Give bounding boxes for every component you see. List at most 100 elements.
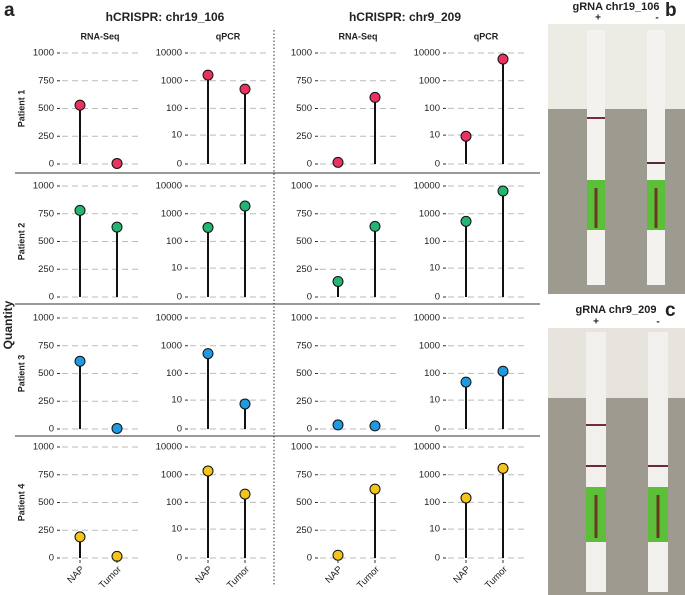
y-tick-label: 100 [424,236,440,247]
row-title: Patient 1 [16,90,26,128]
y-tick-label: 100 [166,236,182,247]
point [239,488,251,500]
y-tick-label: 1000 [419,208,440,219]
lane-label: + [595,13,601,24]
panel-label: c [665,300,676,321]
y-tick-label: 500 [38,368,54,379]
point [202,465,214,477]
y-tick-label: 100 [166,103,182,114]
x-tick-label: NAP [65,564,87,586]
y-axis-label: Quantity [1,300,15,349]
y-tick-label: 10000 [156,442,182,453]
y-tick-label: 0 [307,424,312,435]
point [369,483,381,495]
y-tick-label: 1000 [419,340,440,351]
point [497,53,509,65]
y-tick-label: 750 [38,340,54,351]
column-title: qPCR [474,31,499,41]
y-tick-label: 750 [296,340,312,351]
y-tick-label: 1000 [419,469,440,480]
photo: gRNA chr19_106 + - [548,1,685,294]
point [332,275,344,287]
y-tick-label: 1000 [161,340,182,351]
point [369,91,381,103]
y-tick-label: 10 [171,395,182,406]
point [332,549,344,561]
y-tick-label: 10 [429,524,440,535]
point [497,365,509,377]
y-tick-label: 1000 [291,442,312,453]
point [460,492,472,504]
point [74,99,86,111]
y-tick-label: 10000 [414,442,440,453]
y-tick-label: 500 [296,497,312,508]
point [74,204,86,216]
y-tick-label: 0 [177,424,182,435]
point [369,220,381,232]
x-tick-label: NAP [451,564,473,586]
y-tick-label: 0 [435,553,440,564]
y-tick-label: 100 [424,497,440,508]
y-tick-label: 250 [296,396,312,407]
y-tick-label: 500 [296,236,312,247]
y-tick-label: 10000 [156,48,182,59]
y-tick-label: 750 [38,208,54,219]
column-title: RNA-Seq [338,31,377,41]
group-title: hCRISPR: chr19_106 [106,10,225,24]
point [239,83,251,95]
y-tick-label: 100 [166,368,182,379]
point [239,398,251,410]
y-tick-label: 750 [296,75,312,86]
point [202,221,214,233]
point [460,376,472,388]
y-tick-label: 10 [171,524,182,535]
point [332,419,344,431]
y-tick-label: 1000 [291,313,312,324]
y-tick-label: 10 [429,130,440,141]
y-tick-label: 1000 [33,181,54,192]
photo-title: gRNA chr9_209 [576,304,657,316]
y-tick-label: 500 [38,103,54,114]
point [369,420,381,432]
point [497,462,509,474]
y-tick-label: 250 [296,264,312,275]
point [111,221,123,233]
x-tick-label: NAP [193,564,215,586]
point [460,215,472,227]
y-tick-label: 0 [307,553,312,564]
lane-label: + [593,317,599,328]
point [74,355,86,367]
y-tick-label: 1000 [33,442,54,453]
y-tick-label: 100 [424,368,440,379]
y-tick-label: 10 [429,395,440,406]
y-tick-label: 250 [296,525,312,536]
y-tick-label: 250 [38,525,54,536]
x-tick-label: Tumor [97,564,124,591]
point [460,130,472,142]
panel-label: a [4,0,15,21]
column-title: RNA-Seq [80,31,119,41]
photo-title: gRNA chr19_106 [572,1,659,13]
x-tick-label: Tumor [355,564,382,591]
point [497,185,509,197]
y-tick-label: 10000 [414,313,440,324]
y-tick-label: 500 [38,497,54,508]
y-tick-label: 250 [296,131,312,142]
y-tick-label: 10000 [414,181,440,192]
y-tick-label: 100 [424,103,440,114]
row-title: Patient 3 [16,355,26,393]
point [202,69,214,81]
x-tick-label: NAP [323,564,345,586]
point [202,348,214,360]
y-tick-label: 1000 [419,75,440,86]
y-tick-label: 750 [38,469,54,480]
y-tick-label: 1000 [33,48,54,59]
group-title: hCRISPR: chr9_209 [349,10,461,24]
y-tick-label: 0 [177,292,182,303]
y-tick-label: 0 [307,159,312,170]
row-title: Patient 4 [16,484,26,522]
y-tick-label: 0 [49,424,54,435]
point [239,200,251,212]
y-tick-label: 0 [177,159,182,170]
y-tick-label: 0 [435,159,440,170]
